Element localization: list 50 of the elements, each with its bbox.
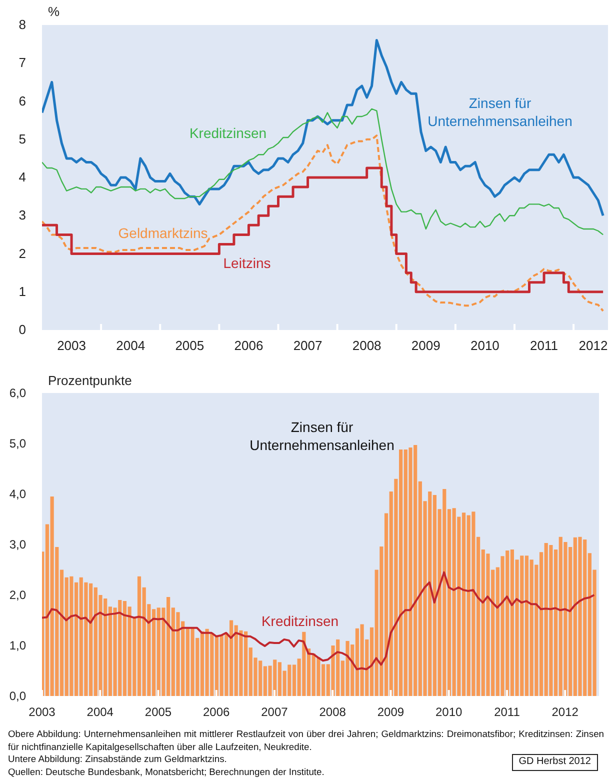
x-tick-label: 2006	[203, 705, 230, 719]
series-label: Leitzins	[222, 254, 272, 272]
text: Untere Abbildung: Zinsabstände zum Geldmarktzins.	[8, 753, 228, 766]
x-tick-label: 2010	[470, 338, 500, 353]
y-tick-label: 6	[18, 93, 26, 108]
y-tick-label: 0,0	[9, 689, 26, 703]
x-tick-label: 2007	[261, 705, 288, 719]
x-tick-label: 2012	[552, 705, 579, 719]
x-tick-label: 2011	[530, 338, 558, 353]
series-label: Zinsen für Unternehmensanleihen	[248, 418, 396, 454]
y-tick-label: 5,0	[9, 436, 26, 450]
series-label: Geldmarktzins	[117, 224, 209, 242]
x-tick-label: 2003	[57, 338, 86, 353]
text: Obere Abbildung: Unternehmensanleihen mit mittlerer Restlaufzeit von über drei Jahren; Geldmarktzins: Dreimonatsfibor; Kreditzinsen: Zinsen für nichtfinanzielle Kapitalgesellschaften über alle Laufzeiten, Neukredite.	[8, 728, 604, 754]
line-series	[42, 571, 596, 670]
x-tick-label: 2007	[293, 338, 322, 353]
x-tick-label: 2005	[144, 705, 172, 719]
x-tick-label: 2008	[352, 338, 382, 353]
text: GD Herbst 2012	[512, 754, 598, 771]
x-tick-label: 2006	[234, 338, 264, 353]
y-tick-label: 5	[18, 131, 26, 146]
y-axis-title: %	[48, 4, 60, 19]
y-tick-label: 4,0	[9, 487, 26, 501]
x-tick-label: 2009	[411, 338, 440, 353]
y-tick-label: 1	[18, 284, 26, 299]
x-tick-label: 2005	[175, 338, 204, 353]
y-tick-label: 6,0	[9, 386, 26, 400]
source-note: Quellen: Deutsche Bundesbank, Monatsbericht; Berechnungen der Institute.	[8, 766, 326, 778]
x-tick-label: 2009	[377, 705, 404, 719]
y-tick-label: 2,0	[9, 588, 26, 602]
y-tick-label: 3	[18, 208, 26, 223]
y-tick-label: 7	[18, 55, 26, 70]
series-label: Kreditzinsen	[188, 124, 268, 142]
x-tick-label: 2004	[116, 338, 146, 353]
y-tick-label: 8	[18, 17, 26, 32]
y-tick-label: 0	[18, 322, 26, 337]
y-tick-label: 1,0	[9, 638, 26, 652]
line-series	[42, 39, 604, 217]
x-tick-label: 2004	[86, 705, 114, 719]
x-tick-label: 2008	[319, 705, 346, 719]
x-tick-label: 2012	[578, 338, 608, 353]
y-tick-label: 2	[18, 246, 26, 261]
y-tick-label: 3,0	[9, 538, 26, 552]
series-label: Zinsen für Unternehmensanleihen	[426, 94, 574, 130]
series-label: Kreditzinsen	[260, 612, 340, 630]
y-axis-title: Prozentpunkte	[48, 373, 132, 388]
y-tick-label: 4	[18, 170, 26, 184]
x-tick-label: 2010	[436, 705, 463, 719]
x-tick-label: 2003	[28, 705, 56, 719]
x-tick-label: 2011	[494, 705, 520, 719]
